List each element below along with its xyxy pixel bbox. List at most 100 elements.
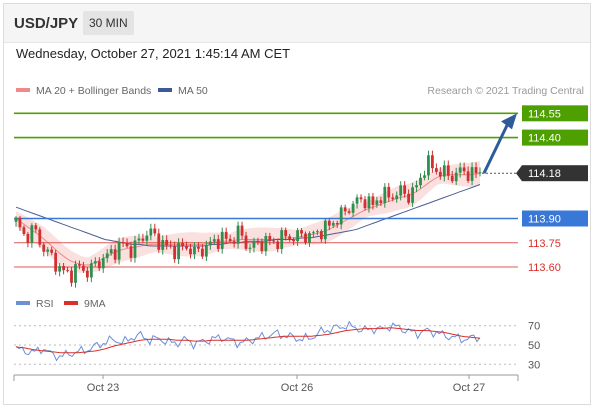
main-plot-area: 114.55 114.40 114.18 113.90 113.75 113.60 — [14, 105, 588, 288]
candle-up — [339, 207, 343, 225]
rsi-legend-swatch — [16, 301, 30, 305]
candle-down — [34, 225, 38, 230]
candle-up — [312, 232, 315, 234]
candle-down — [200, 248, 204, 257]
timeframe-button[interactable]: 30 MIN — [83, 11, 134, 35]
candle-up — [208, 241, 212, 246]
candle-up — [145, 235, 149, 241]
last-price-tag-pointer — [516, 165, 522, 182]
candle-down — [276, 241, 280, 249]
candle-up — [236, 225, 240, 244]
candle-down — [474, 167, 478, 174]
candle-up — [93, 261, 97, 264]
candle-down — [169, 245, 173, 247]
candle-up — [280, 230, 284, 249]
candle-up — [30, 225, 34, 243]
candle-up — [399, 185, 403, 196]
candle-down — [304, 233, 307, 243]
candle-down — [97, 261, 101, 269]
candle-up — [442, 165, 446, 177]
candle-down — [113, 249, 117, 260]
candle-down — [407, 193, 411, 203]
projection-arrow-shaft — [482, 122, 510, 174]
last-price-label: 114.18 — [528, 168, 561, 180]
candle-up — [133, 240, 137, 258]
candle-down — [431, 155, 434, 169]
candle-down — [391, 197, 395, 200]
candle-up — [415, 185, 418, 188]
rsi-ma-legend-swatch — [64, 301, 78, 305]
support-2-label: 113.60 — [528, 262, 561, 274]
candle-up — [149, 228, 153, 236]
candle-up — [470, 167, 474, 181]
candle-down — [244, 235, 248, 249]
candle-down — [50, 249, 54, 253]
candle-down — [268, 235, 272, 241]
candle-down — [327, 220, 331, 226]
candle-up — [252, 241, 256, 248]
x-tick-label: Oct 27 — [453, 382, 485, 394]
candle-up — [423, 175, 426, 178]
candle-up — [212, 239, 216, 242]
bollinger-band — [16, 161, 480, 273]
candle-down — [450, 175, 454, 182]
candle-up — [14, 217, 18, 222]
copyright-label: Research © 2021 Trading Central — [427, 85, 584, 97]
candle-up — [308, 233, 311, 243]
x-axis-ticks: Oct 23 Oct 26 Oct 27 — [87, 375, 485, 394]
candle-up — [454, 172, 458, 182]
candle-up — [204, 245, 208, 257]
last-price-tag — [522, 165, 588, 182]
candle-up — [46, 249, 50, 252]
candle-up — [419, 177, 422, 186]
candle-up — [351, 203, 355, 213]
candle-down — [438, 171, 442, 177]
symbol-label: USD/JPY — [14, 15, 79, 32]
candle-up — [478, 172, 482, 174]
resistance-2-tag — [522, 105, 588, 122]
candle-up — [58, 266, 62, 272]
ma50-line — [15, 184, 481, 247]
candle-up — [427, 155, 430, 176]
candle-up — [161, 240, 165, 250]
candle-down — [446, 165, 450, 176]
candle-down — [82, 265, 85, 271]
ma20-line — [15, 172, 481, 266]
candle-down — [256, 241, 260, 243]
candle-down — [26, 233, 30, 243]
candle-down — [189, 248, 192, 255]
candle-down — [335, 222, 339, 225]
candle-down — [54, 252, 58, 272]
candle-up — [331, 222, 335, 226]
candle-down — [292, 240, 296, 242]
candle-down — [185, 246, 188, 249]
candle-down — [387, 186, 391, 198]
resistance-1-tag — [522, 129, 588, 146]
rsi-tick-50: 50 — [528, 340, 540, 352]
rsi-ma-line — [15, 327, 481, 354]
chart-header: USD/JPY 30 MIN — [4, 4, 590, 43]
candle-down — [434, 168, 438, 172]
candle-down — [70, 270, 73, 283]
candle-down — [347, 211, 351, 213]
x-tick-label: Oct 26 — [281, 382, 313, 394]
chart-frame: USD/JPY 30 MIN Wednesday, October 27, 20… — [3, 3, 591, 405]
candle-up — [117, 242, 121, 260]
projection-arrow-head — [501, 113, 517, 130]
candle-up — [105, 253, 109, 259]
support-1-label: 113.75 — [528, 238, 561, 250]
rsi-line — [15, 320, 481, 362]
candle-down — [240, 225, 244, 236]
candle-up — [177, 243, 180, 260]
candle-down — [62, 266, 65, 271]
candle-down — [359, 197, 363, 200]
candle-down — [85, 270, 89, 278]
candle-down — [379, 200, 383, 203]
chart-datetime: Wednesday, October 27, 2021 1:45:14 AM C… — [16, 46, 291, 61]
candle-down — [78, 264, 81, 266]
ma-bb-legend-label: MA 20 + Bollinger Bands — [36, 85, 151, 97]
candle-down — [232, 241, 236, 244]
candle-down — [319, 231, 323, 240]
candle-down — [403, 185, 407, 194]
candle-down — [18, 217, 22, 228]
